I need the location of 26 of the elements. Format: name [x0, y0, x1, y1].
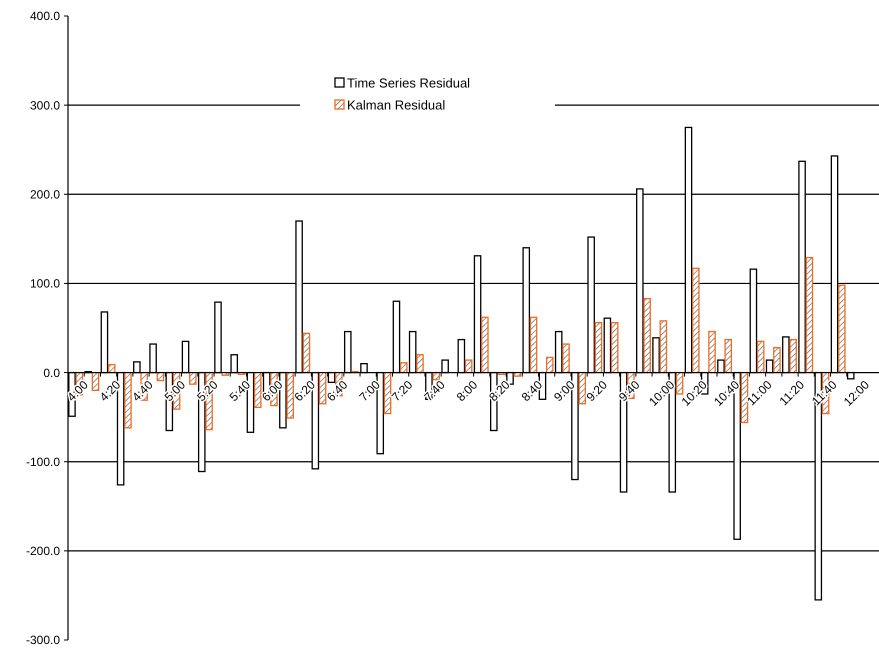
- x-tick-label: 5:40: [226, 378, 254, 404]
- y-tick-label: 300.0: [30, 98, 60, 112]
- x-tick-label: 8:00: [454, 378, 480, 404]
- x-tick-label: 6:20: [292, 378, 318, 404]
- x-tick-label: 9:00: [551, 378, 578, 404]
- x-tick-label: 5:20: [194, 378, 221, 404]
- x-tick-label: 7:00: [356, 378, 384, 404]
- legend-label: Time Series Residual: [347, 76, 470, 91]
- x-tick-label: 7:40: [421, 378, 448, 404]
- x-tick-label: 4:20: [96, 378, 124, 404]
- x-tick-label: 9:40: [616, 378, 643, 404]
- y-tick-label: 400.0: [30, 9, 60, 24]
- y-tick-label: -200.0: [26, 544, 60, 558]
- x-tick-label: 8:40: [518, 378, 546, 404]
- y-tick-label: 100.0: [30, 276, 60, 291]
- y-tick-label: 200.0: [30, 187, 60, 202]
- y-tick-label: 0.0: [43, 366, 60, 380]
- x-tick-label: 9:20: [584, 378, 610, 404]
- x-tick-label: 4:00: [64, 378, 92, 404]
- x-tick-label: 5:00: [162, 378, 188, 404]
- y-tick-label: -300.0: [26, 633, 60, 648]
- x-tick-label: 6:40: [324, 378, 351, 404]
- y-tick-label: -100.0: [26, 454, 60, 469]
- x-tick-label: 7:20: [388, 378, 416, 404]
- x-tick-label: 4:40: [129, 378, 156, 404]
- legend-label: Kalman Residual: [347, 98, 446, 113]
